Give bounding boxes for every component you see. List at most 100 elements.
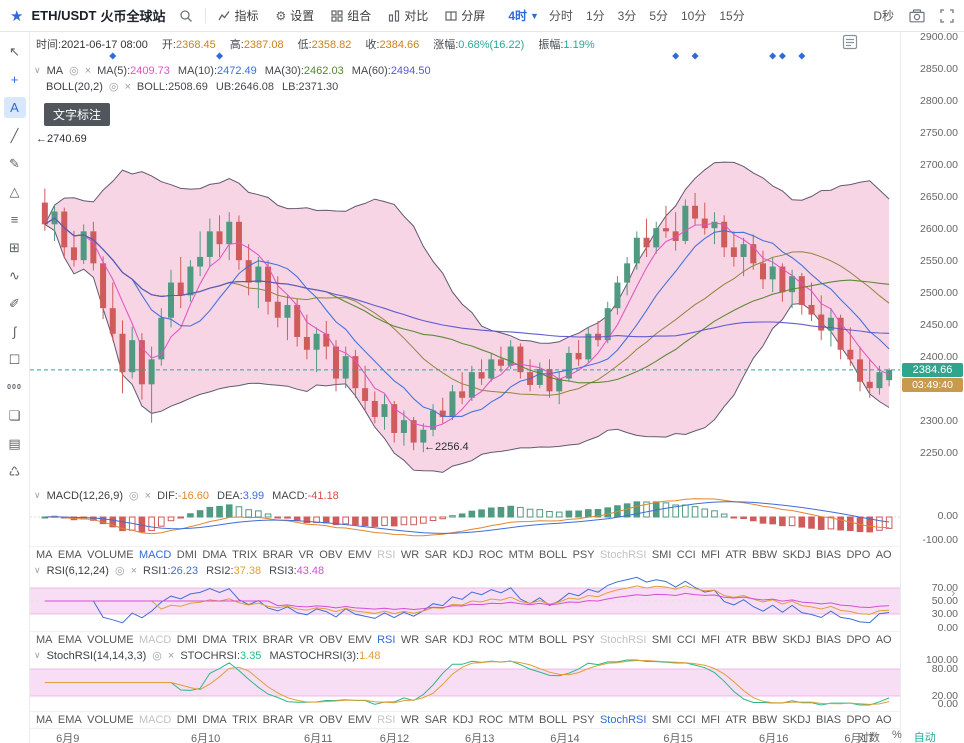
tab-smi[interactable]: SMI [651, 634, 672, 646]
tab-dpo[interactable]: DPO [846, 549, 871, 561]
period-countdown-toggle[interactable]: D秒 [873, 9, 894, 23]
tab-mfi[interactable]: MFI [701, 714, 721, 726]
tab-trix[interactable]: TRIX [232, 714, 258, 726]
tab-rsi[interactable]: RSI [377, 634, 396, 646]
tab-wr[interactable]: WR [400, 714, 420, 726]
tab-bbw[interactable]: BBW [752, 634, 778, 646]
tab-roc[interactable]: ROC [478, 714, 504, 726]
tab-dmi[interactable]: DMI [176, 549, 197, 561]
stochrsi-panel-canvas[interactable] [30, 648, 900, 711]
chevron-down-icon[interactable]: ∨ [34, 650, 41, 660]
tab-trix[interactable]: TRIX [232, 634, 258, 646]
timeframe-5分[interactable]: 5分 [649, 9, 668, 23]
tab-volume[interactable]: VOLUME [87, 549, 134, 561]
camera-icon[interactable] [909, 8, 925, 23]
tab-smi[interactable]: SMI [651, 714, 672, 726]
tab-ao[interactable]: AO [875, 714, 892, 726]
tab-stochrsi[interactable]: StochRSI [599, 634, 647, 646]
tab-sar[interactable]: SAR [424, 714, 448, 726]
tab-bias[interactable]: BIAS [816, 714, 842, 726]
tab-wr[interactable]: WR [400, 634, 420, 646]
wave-tool[interactable]: ∿ [9, 267, 20, 283]
tab-dmi[interactable]: DMI [176, 714, 197, 726]
tab-rsi[interactable]: RSI [377, 714, 396, 726]
tab-ao[interactable]: AO [875, 634, 892, 646]
tab-emv[interactable]: EMV [347, 549, 372, 561]
tab-ema[interactable]: EMA [57, 714, 82, 726]
menu-组合[interactable]: 组合 [331, 7, 371, 24]
text-tool[interactable]: A [3, 97, 26, 118]
pencil-tool[interactable]: ✎ [9, 155, 20, 171]
tab-mfi[interactable]: MFI [701, 549, 721, 561]
tab-bias[interactable]: BIAS [816, 634, 842, 646]
timeframe-3分[interactable]: 3分 [617, 9, 637, 23]
eye-icon[interactable]: ◎ [114, 565, 125, 577]
tab-stochrsi[interactable]: StochRSI [599, 549, 647, 561]
rsi-panel-canvas[interactable] [30, 563, 900, 631]
timeframe-10分[interactable]: 10分 [681, 9, 707, 23]
close-icon[interactable]: × [124, 80, 131, 93]
tab-mtm[interactable]: MTM [508, 634, 534, 646]
tab-trix[interactable]: TRIX [232, 549, 258, 561]
tab-vr[interactable]: VR [298, 634, 314, 646]
tab-skdj[interactable]: SKDJ [782, 549, 811, 561]
scale-button-%[interactable]: % [892, 729, 902, 741]
tab-psy[interactable]: PSY [572, 714, 595, 726]
tab-macd[interactable]: MACD [138, 549, 172, 561]
tab-macd[interactable]: MACD [138, 634, 172, 646]
tab-wr[interactable]: WR [400, 549, 420, 561]
calendar-icon[interactable] [842, 34, 858, 53]
tab-psy[interactable]: PSY [572, 634, 595, 646]
tab-obv[interactable]: OBV [319, 549, 343, 561]
eye-icon[interactable]: ◎ [69, 65, 79, 77]
menu-指标[interactable]: 指标 [218, 7, 258, 24]
menu-设置[interactable]: ⚙ 设置 [275, 7, 314, 24]
tab-brar[interactable]: BRAR [262, 714, 294, 726]
tab-atr[interactable]: ATR [725, 714, 747, 726]
chevron-down-icon[interactable]: ∨ [34, 65, 41, 75]
tab-obv[interactable]: OBV [319, 634, 343, 646]
note-tool[interactable]: ▤ [8, 435, 21, 451]
close-icon[interactable]: × [144, 489, 152, 502]
tab-volume[interactable]: VOLUME [87, 634, 134, 646]
eye-icon[interactable]: ◎ [108, 81, 119, 93]
timeframe-分时[interactable]: 分时 [548, 9, 573, 23]
scale-button-自动[interactable]: 自动 [913, 732, 936, 743]
tab-emv[interactable]: EMV [347, 714, 372, 726]
timeframe-selected[interactable]: 4时 ▼ [508, 9, 539, 23]
tab-smi[interactable]: SMI [651, 549, 672, 561]
scale-button-对数[interactable]: 对数 [858, 732, 880, 743]
tab-stochrsi[interactable]: StochRSI [599, 714, 647, 726]
tab-skdj[interactable]: SKDJ [782, 714, 811, 726]
tab-emv[interactable]: EMV [347, 634, 372, 646]
tab-dpo[interactable]: DPO [846, 634, 871, 646]
tab-vr[interactable]: VR [298, 714, 314, 726]
tab-dpo[interactable]: DPO [846, 714, 871, 726]
tab-vr[interactable]: VR [298, 549, 314, 561]
crosshair-tool[interactable]: + [10, 72, 19, 87]
brush-tool[interactable]: ∫ [12, 324, 17, 339]
close-icon[interactable]: × [167, 649, 175, 662]
search-icon[interactable] [179, 9, 193, 23]
favorite-star-icon[interactable]: ★ [10, 7, 24, 25]
fullscreen-icon[interactable] [940, 8, 954, 23]
tab-ao[interactable]: AO [875, 549, 892, 561]
tab-roc[interactable]: ROC [478, 634, 504, 646]
tab-cci[interactable]: CCI [676, 714, 696, 726]
menu-分屏[interactable]: 分屏 [445, 7, 485, 24]
tab-volume[interactable]: VOLUME [87, 714, 134, 726]
tab-dma[interactable]: DMA [202, 634, 227, 646]
tab-sar[interactable]: SAR [424, 634, 448, 646]
tab-mtm[interactable]: MTM [508, 714, 534, 726]
tab-kdj[interactable]: KDJ [452, 549, 474, 561]
tab-boll[interactable]: BOLL [539, 549, 568, 561]
eye-icon[interactable]: ◎ [152, 650, 162, 662]
tab-cci[interactable]: CCI [676, 634, 696, 646]
menu-对比[interactable]: 对比 [388, 7, 428, 24]
shape-tool[interactable]: △ [9, 183, 20, 199]
tab-obv[interactable]: OBV [319, 714, 343, 726]
eye-icon[interactable]: ◎ [129, 490, 139, 502]
lock-tool[interactable]: ☐ [8, 351, 21, 367]
tab-ma[interactable]: MA [36, 714, 53, 726]
tab-boll[interactable]: BOLL [539, 634, 568, 646]
